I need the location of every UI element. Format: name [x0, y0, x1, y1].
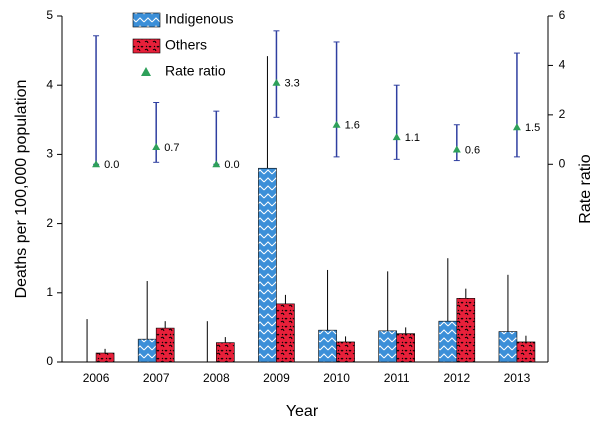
marker: [92, 160, 101, 168]
marker: [392, 133, 401, 141]
value-label: 0.6: [465, 144, 480, 156]
bar: [95, 352, 115, 363]
y-axis-title: Deaths per 100,000 population: [13, 80, 30, 299]
value-label: 0.7: [164, 142, 179, 154]
legend-swatch: [132, 38, 161, 54]
marker: [152, 142, 161, 150]
bar: [438, 320, 458, 363]
x-tick-label: 2013: [504, 371, 531, 385]
legend-swatch: [132, 12, 161, 28]
y2-tick-label: 6: [559, 8, 566, 22]
value-label: 1.5: [525, 122, 540, 134]
value-label: 3.3: [284, 78, 299, 90]
y-tick-label: 5: [46, 8, 53, 22]
y-tick-label: 4: [46, 77, 53, 91]
x-tick-label: 2008: [203, 371, 230, 385]
value-label: 0.0: [104, 159, 119, 171]
y2-axis-title: Rate ratio: [577, 154, 594, 223]
bar: [336, 341, 355, 363]
bar: [456, 298, 476, 363]
x-tick-label: 2012: [443, 371, 470, 385]
marker: [332, 120, 341, 128]
bar: [216, 342, 235, 363]
y-tick-label: 0: [46, 354, 53, 368]
y2-tick-label: 2: [559, 107, 566, 121]
bar: [155, 327, 175, 363]
bar: [276, 303, 295, 363]
marker: [512, 123, 521, 131]
bar: [498, 331, 518, 363]
y-tick-label: 1: [46, 285, 53, 299]
bar: [378, 330, 397, 363]
bar: [516, 341, 536, 363]
legend-label: Others: [165, 37, 207, 53]
legend-swatch: [141, 67, 151, 76]
bar: [258, 167, 277, 363]
x-tick-label: 2009: [263, 371, 290, 385]
y-tick-label: 3: [46, 147, 53, 161]
bar: [396, 333, 415, 363]
bar: [137, 338, 157, 363]
legend-label: Rate ratio: [165, 63, 226, 79]
y2-tick-label: 0: [559, 156, 566, 170]
marker: [212, 160, 221, 168]
value-label: 1.6: [345, 120, 360, 132]
marker: [452, 145, 461, 153]
value-label: 0.0: [224, 159, 239, 171]
bar: [318, 329, 337, 363]
x-axis-title: Year: [286, 403, 319, 420]
marker: [272, 78, 281, 86]
legend-label: Indigenous: [165, 11, 234, 27]
x-tick-label: 2007: [143, 371, 170, 385]
x-tick-label: 2011: [384, 371, 410, 385]
y2-tick-label: 4: [559, 58, 566, 72]
x-tick-label: 2010: [323, 371, 350, 385]
x-tick-label: 2006: [83, 371, 110, 385]
y-tick-label: 2: [46, 216, 53, 230]
value-label: 1.1: [405, 132, 420, 144]
